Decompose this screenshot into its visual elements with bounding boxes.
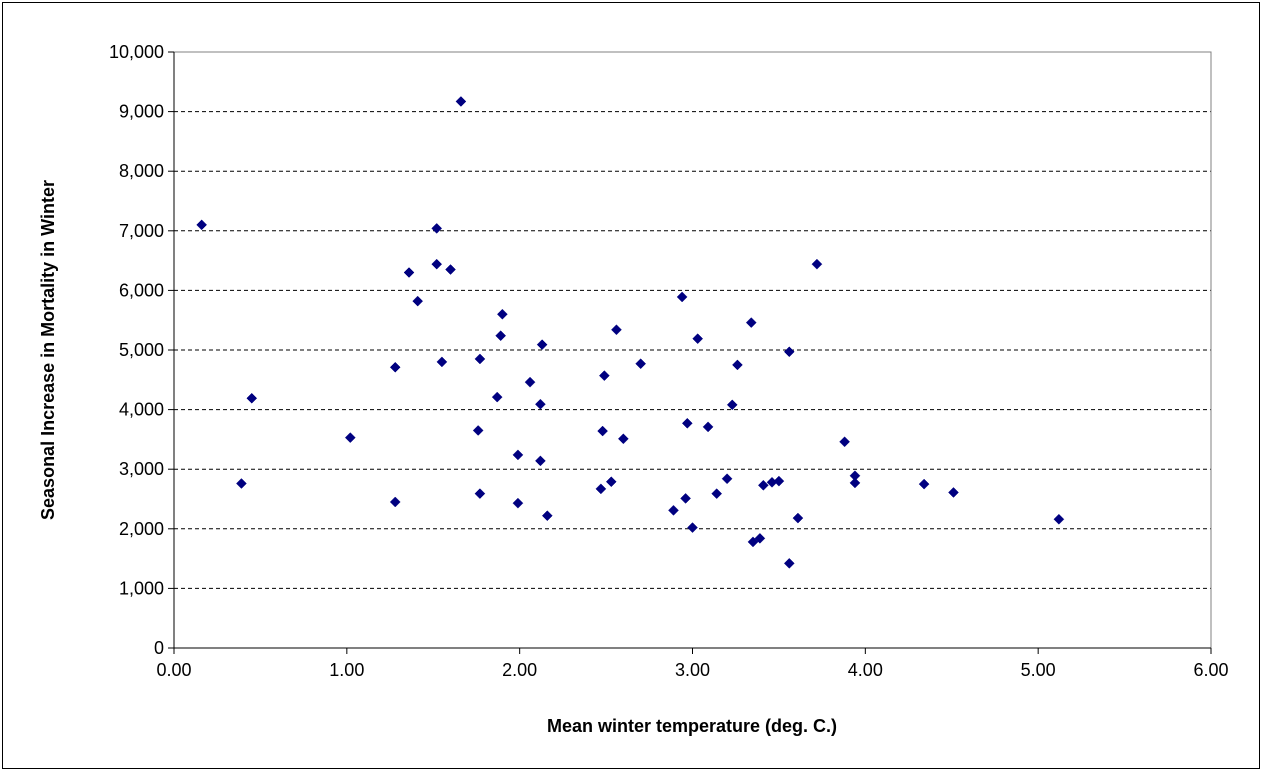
data-point	[474, 353, 486, 365]
data-point	[839, 436, 850, 448]
data-point	[431, 223, 443, 234]
data-point	[849, 477, 861, 489]
data-point	[758, 479, 769, 491]
x-tick-label: 0.00	[156, 660, 191, 680]
data-point	[445, 264, 456, 275]
data-point	[535, 398, 546, 410]
data-point	[246, 392, 258, 404]
data-point	[497, 308, 508, 320]
data-point	[745, 317, 757, 328]
data-point	[611, 324, 622, 336]
data-point	[389, 496, 401, 508]
y-tick-label: 8,000	[119, 161, 164, 181]
data-point	[681, 417, 693, 429]
data-point	[541, 510, 553, 522]
data-point	[412, 295, 424, 307]
data-point	[618, 433, 629, 445]
data-point	[236, 478, 247, 489]
data-point	[1053, 513, 1065, 525]
data-points	[196, 96, 1065, 569]
data-point	[512, 497, 524, 509]
axes	[168, 51, 1212, 654]
data-point	[918, 478, 930, 490]
x-tick-label: 2.00	[502, 660, 537, 680]
y-tick-label: 0	[154, 638, 164, 658]
data-point	[512, 449, 524, 461]
data-point	[436, 356, 448, 368]
x-tick-label: 1.00	[329, 660, 364, 680]
data-point	[535, 455, 546, 467]
y-tick-label: 10,000	[109, 42, 164, 62]
data-point	[676, 291, 688, 303]
data-point	[721, 473, 733, 485]
data-point	[344, 432, 356, 443]
data-point	[732, 359, 743, 371]
data-point	[536, 339, 548, 350]
y-tick-label: 6,000	[119, 280, 164, 300]
data-point	[702, 421, 714, 433]
data-point	[196, 219, 208, 231]
data-point	[747, 536, 759, 548]
x-tick-label: 5.00	[1021, 660, 1056, 680]
y-tick-label: 7,000	[119, 221, 164, 241]
data-point	[455, 96, 467, 107]
data-point	[687, 522, 698, 533]
data-point	[692, 333, 704, 345]
data-point	[595, 483, 607, 495]
data-point	[680, 493, 691, 504]
data-point	[599, 370, 610, 381]
data-point	[605, 476, 617, 488]
y-tick-label: 1,000	[119, 578, 164, 598]
data-point	[726, 399, 738, 411]
x-axis-title: Mean winter temperature (deg. C.)	[547, 716, 837, 736]
data-point	[792, 512, 804, 524]
gridlines	[174, 111, 1211, 589]
y-tick-label: 9,000	[119, 102, 164, 122]
x-tick-label: 4.00	[848, 660, 883, 680]
y-tick-label: 5,000	[119, 340, 164, 360]
x-tick-label: 3.00	[675, 660, 710, 680]
data-point	[773, 475, 785, 487]
data-point	[783, 346, 795, 358]
data-point	[403, 267, 415, 278]
tick-labels: 0 1,000 2,000 3,000 4,000 5,000 6,000 7,000 8,00…	[109, 42, 1229, 680]
data-point	[811, 258, 823, 270]
data-point	[711, 488, 723, 499]
data-point	[474, 488, 486, 499]
y-tick-label: 3,000	[119, 459, 164, 479]
data-point	[597, 425, 608, 437]
data-point	[668, 504, 679, 516]
data-point	[491, 391, 503, 403]
data-point	[948, 487, 959, 498]
y-axis-title: Seasonal Increase in Mortality in Winter	[38, 180, 58, 520]
data-point	[472, 425, 484, 436]
x-tick-label: 6.00	[1193, 660, 1228, 680]
data-point	[495, 330, 507, 342]
y-tick-label: 2,000	[119, 519, 164, 539]
data-point	[783, 558, 795, 569]
data-point	[389, 361, 401, 373]
data-point	[524, 376, 536, 388]
data-point	[431, 258, 443, 270]
data-point	[635, 358, 647, 370]
data-point	[754, 532, 766, 544]
y-tick-label: 4,000	[119, 400, 164, 420]
